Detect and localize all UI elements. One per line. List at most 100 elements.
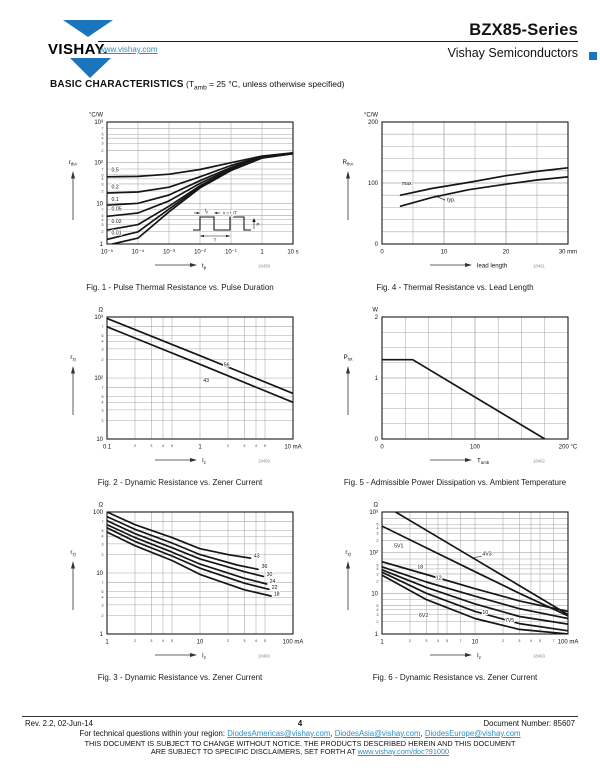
fig2-caption: Fig. 2 - Dynamic Resistance vs. Zener Cu… bbox=[97, 478, 263, 487]
svg-text:1: 1 bbox=[260, 250, 264, 256]
figure-4: 0 10 20 30 mm 0 100 200 °C/W max. typ. RthA lead le… bbox=[330, 108, 580, 293]
contact-prefix: For technical questions within your regi… bbox=[79, 729, 228, 738]
svg-text:56: 56 bbox=[224, 362, 230, 368]
svg-text:10 s: 10 s bbox=[287, 250, 298, 256]
svg-text:10: 10 bbox=[96, 437, 103, 443]
website-link[interactable]: www.vishay.com bbox=[99, 45, 158, 54]
svg-text:3: 3 bbox=[101, 181, 103, 186]
email-americas-link[interactable]: DiodesAmericas@vishay.com bbox=[227, 729, 331, 738]
footer-contact: For technical questions within your regi… bbox=[79, 729, 521, 738]
svg-text:18461: 18461 bbox=[533, 264, 546, 269]
svg-text:10 mA: 10 mA bbox=[284, 445, 301, 451]
svg-text:18: 18 bbox=[274, 591, 280, 597]
svg-text:24: 24 bbox=[270, 579, 276, 585]
svg-text:4: 4 bbox=[162, 443, 165, 448]
svg-text:Iz: Iz bbox=[202, 653, 206, 661]
svg-text:7: 7 bbox=[460, 638, 462, 643]
svg-text:10³: 10³ bbox=[94, 120, 103, 126]
fig5-chart: 0 100 200 °C 0 1 2W Ptot Tamb 18462 bbox=[344, 308, 578, 466]
svg-text:3: 3 bbox=[101, 602, 103, 607]
svg-text:7: 7 bbox=[101, 580, 103, 585]
svg-text:RthA: RthA bbox=[343, 159, 354, 167]
email-europe-link[interactable]: DiodesEurope@vishay.com bbox=[424, 729, 521, 738]
fig1-chart: 10⁻⁵ 10⁻⁴ 10⁻³ 10⁻² 10⁻¹ 1 10 s11010²10³234572… bbox=[69, 113, 299, 271]
page-title: BZX85-Series bbox=[469, 21, 578, 39]
svg-text:10³: 10³ bbox=[94, 315, 103, 321]
svg-text:4: 4 bbox=[101, 339, 104, 344]
svg-text:W: W bbox=[372, 308, 378, 314]
svg-text:5: 5 bbox=[446, 638, 448, 643]
svg-text:7: 7 bbox=[101, 519, 103, 524]
svg-text:12: 12 bbox=[436, 575, 442, 581]
svg-text:4: 4 bbox=[101, 595, 104, 600]
svg-text:3: 3 bbox=[101, 407, 103, 412]
svg-text:10: 10 bbox=[472, 640, 479, 646]
svg-text:3: 3 bbox=[150, 443, 152, 448]
svg-text:0.5: 0.5 bbox=[112, 168, 119, 174]
svg-text:3: 3 bbox=[518, 638, 520, 643]
svg-text:1: 1 bbox=[100, 242, 104, 248]
svg-text:18460: 18460 bbox=[258, 654, 271, 659]
svg-text:4: 4 bbox=[101, 176, 104, 181]
svg-text:4: 4 bbox=[255, 638, 258, 643]
svg-text:5: 5 bbox=[101, 213, 103, 218]
header-rule bbox=[98, 41, 578, 43]
svg-text:1: 1 bbox=[105, 640, 109, 646]
svg-text:18458: 18458 bbox=[258, 264, 271, 269]
svg-text:2: 2 bbox=[376, 538, 378, 543]
svg-text:4V3: 4V3 bbox=[482, 552, 491, 558]
fig6-caption: Fig. 6 - Dynamic Resistance vs. Zener Cu… bbox=[372, 673, 538, 682]
svg-text:Ptot: Ptot bbox=[344, 354, 354, 362]
svg-text:10²: 10² bbox=[94, 376, 103, 382]
svg-text:0: 0 bbox=[380, 250, 384, 256]
svg-text:3: 3 bbox=[101, 541, 103, 546]
svg-text:7: 7 bbox=[101, 166, 103, 171]
svg-text:2: 2 bbox=[409, 638, 411, 643]
svg-text:3: 3 bbox=[150, 638, 152, 643]
svg-text:0: 0 bbox=[375, 242, 379, 248]
email-asia-link[interactable]: DiodesAsia@vishay.com bbox=[334, 729, 421, 738]
svg-text:4: 4 bbox=[255, 443, 258, 448]
svg-text:10: 10 bbox=[96, 571, 103, 577]
svg-text:5: 5 bbox=[101, 132, 103, 137]
svg-text:2: 2 bbox=[376, 619, 378, 624]
svg-text:7: 7 bbox=[553, 638, 555, 643]
svg-text:100 mA: 100 mA bbox=[558, 640, 579, 646]
svg-text:4: 4 bbox=[101, 136, 104, 141]
svg-text:2: 2 bbox=[502, 638, 504, 643]
svg-text:Ω: Ω bbox=[374, 503, 379, 509]
svg-text:4: 4 bbox=[162, 638, 165, 643]
svg-text:2: 2 bbox=[101, 229, 103, 234]
svg-text:1: 1 bbox=[375, 376, 379, 382]
svg-text:lead length: lead length bbox=[477, 263, 508, 270]
svg-text:0.1: 0.1 bbox=[112, 197, 119, 203]
svg-text:100: 100 bbox=[93, 510, 104, 516]
svg-text:5: 5 bbox=[264, 443, 266, 448]
svg-text:5: 5 bbox=[171, 638, 173, 643]
svg-text:2: 2 bbox=[101, 552, 103, 557]
svg-text:5: 5 bbox=[101, 172, 103, 177]
svg-text:100: 100 bbox=[470, 445, 481, 451]
svg-text:5V1: 5V1 bbox=[394, 543, 403, 549]
document-number: Document Number: 85607 bbox=[483, 719, 575, 728]
svg-text:Ω: Ω bbox=[99, 503, 104, 509]
svg-text:4: 4 bbox=[101, 217, 104, 222]
svg-text:4: 4 bbox=[376, 607, 379, 612]
logo-bottom-triangle bbox=[70, 58, 111, 78]
svg-text:3: 3 bbox=[101, 141, 103, 146]
disclaimer-doc-link[interactable]: www.vishay.com/doc?91000 bbox=[357, 747, 450, 756]
svg-text:10²: 10² bbox=[369, 551, 378, 557]
svg-text:18: 18 bbox=[417, 564, 423, 570]
svg-text:2: 2 bbox=[101, 613, 103, 618]
svg-text:10: 10 bbox=[482, 610, 488, 616]
division-label: Vishay Semiconductors bbox=[447, 46, 578, 60]
svg-text:5: 5 bbox=[539, 638, 541, 643]
fig4-caption: Fig. 4 - Thermal Resistance vs. Lead Len… bbox=[376, 283, 534, 292]
svg-text:0: 0 bbox=[375, 437, 379, 443]
svg-text:5: 5 bbox=[376, 603, 378, 608]
svg-text:3: 3 bbox=[376, 531, 378, 536]
svg-text:tp: tp bbox=[205, 208, 208, 214]
svg-text:4: 4 bbox=[376, 566, 379, 571]
svg-text:22: 22 bbox=[272, 585, 278, 591]
